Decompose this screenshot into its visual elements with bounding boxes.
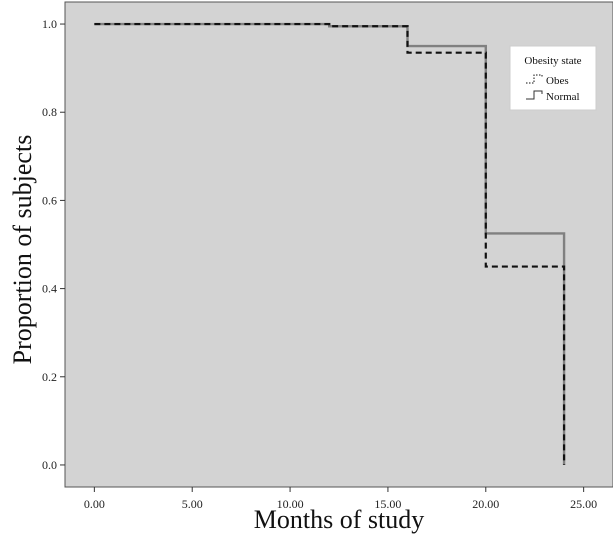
x-axis: 0.00 5.00 10.00 15.00 20.00 25.00 [84, 487, 597, 511]
x-tick-label: 20.00 [472, 497, 499, 511]
legend-swatch-normal [526, 90, 543, 100]
y-axis: 0.0 0.2 0.4 0.6 0.8 1.0 [42, 17, 65, 472]
legend-title: Obesity state [524, 55, 581, 67]
x-tick-label: 15.00 [374, 497, 401, 511]
series-layer [94, 22, 566, 465]
y-tick-label: 0.4 [42, 282, 57, 296]
legend-label-obes: Obes [546, 75, 569, 87]
legend-entry-obes: Obes [526, 74, 569, 87]
y-axis-label: Proportion of subjects [8, 135, 37, 365]
y-tick-label: 0.8 [42, 105, 57, 119]
x-axis-label: Months of study [254, 505, 424, 534]
y-tick-label: 1.0 [42, 17, 57, 31]
legend-swatch-obes [526, 74, 543, 84]
legend-entry-normal: Normal [526, 90, 580, 103]
x-tick-label: 25.00 [570, 497, 597, 511]
y-tick-label: 0.0 [42, 458, 57, 472]
y-tick-label: 0.6 [42, 193, 57, 207]
legend: Obesity state Obes Normal [509, 45, 597, 111]
series-line-obes [94, 22, 566, 465]
y-tick-label: 0.2 [42, 370, 57, 384]
legend-label-normal: Normal [546, 91, 580, 103]
x-tick-label: 5.00 [182, 497, 203, 511]
legend-box [509, 45, 597, 111]
x-tick-label: 0.00 [84, 497, 105, 511]
x-tick-label: 10.00 [277, 497, 304, 511]
